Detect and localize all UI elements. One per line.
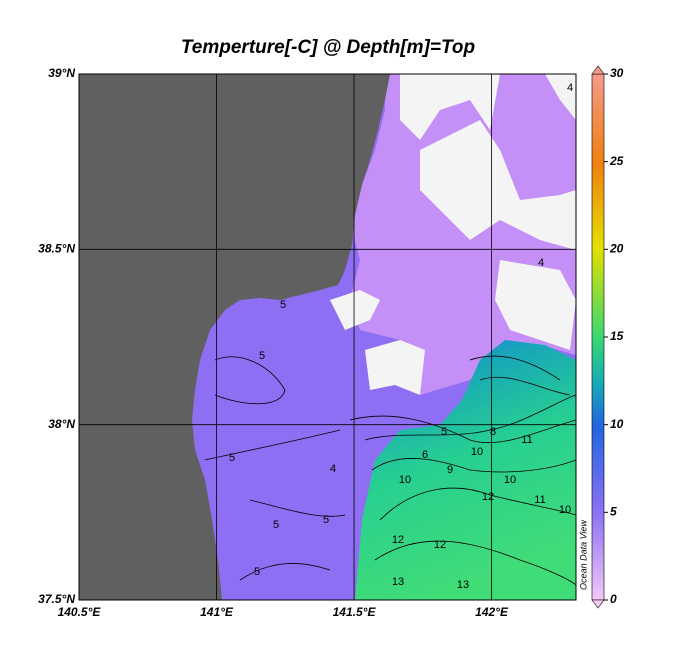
colorbar-tick-label: 10 [610, 417, 624, 431]
colorbar-tick-label: 30 [610, 66, 624, 80]
colorbar-tick-label: 15 [610, 329, 624, 343]
colorbar-arrow-top [591, 65, 605, 75]
contours [204, 355, 576, 586]
map-area [79, 74, 576, 600]
contour-label: 4 [567, 82, 573, 94]
ocean-warm [355, 340, 576, 600]
contour-label: 10 [559, 504, 571, 516]
colorbar-tick-label: 5 [610, 505, 617, 519]
contour-label: 5 [280, 299, 286, 311]
contour-label: 11 [534, 494, 545, 506]
no-data [330, 74, 576, 395]
contour-label: 4 [330, 463, 336, 475]
y-tick-label: 38.5°N [38, 242, 75, 256]
watermark: Ocean Data View [578, 520, 588, 590]
contour-label: 11 [521, 434, 532, 446]
colorbar [591, 73, 605, 601]
y-tick-label: 37.5°N [38, 592, 75, 606]
contour-label: 10 [471, 446, 483, 458]
y-tick-label: 39°N [48, 66, 75, 80]
land [79, 74, 390, 600]
x-tick-label: 142°E [475, 605, 509, 619]
contour-label: 5 [229, 452, 235, 464]
x-tick-label: 140.5°E [58, 605, 102, 619]
contour-label: 8 [490, 426, 496, 438]
colorbar-tick-label: 25 [609, 154, 624, 168]
x-tick-label: 141°E [200, 605, 234, 619]
contour-label: 12 [482, 491, 494, 503]
contour-label: 9 [447, 464, 453, 476]
contour-label: 6 [422, 449, 428, 461]
contour-label: 4 [538, 257, 544, 269]
title: Temperture[-C] @ Depth[m]=Top [181, 37, 475, 58]
x-tick-label: 141.5°E [333, 605, 377, 619]
colorbar-tick-label: 0 [610, 592, 617, 606]
contour-label: 12 [392, 534, 404, 546]
contour-label: 13 [457, 579, 469, 591]
contour-label: 5 [273, 519, 279, 531]
contour-label: 10 [399, 474, 411, 486]
contour-label: 13 [392, 576, 404, 588]
colorbar-tick-label: 20 [609, 242, 624, 256]
y-tick-label: 38°N [48, 417, 75, 431]
contour-label: 10 [504, 474, 516, 486]
contour-label: 12 [434, 539, 446, 551]
contour-label: 5 [323, 514, 329, 526]
colorbar-arrow-bottom [591, 599, 605, 609]
contour-label: 5 [441, 426, 447, 438]
contour-label: 5 [254, 566, 260, 578]
contour-label: 5 [259, 350, 265, 362]
